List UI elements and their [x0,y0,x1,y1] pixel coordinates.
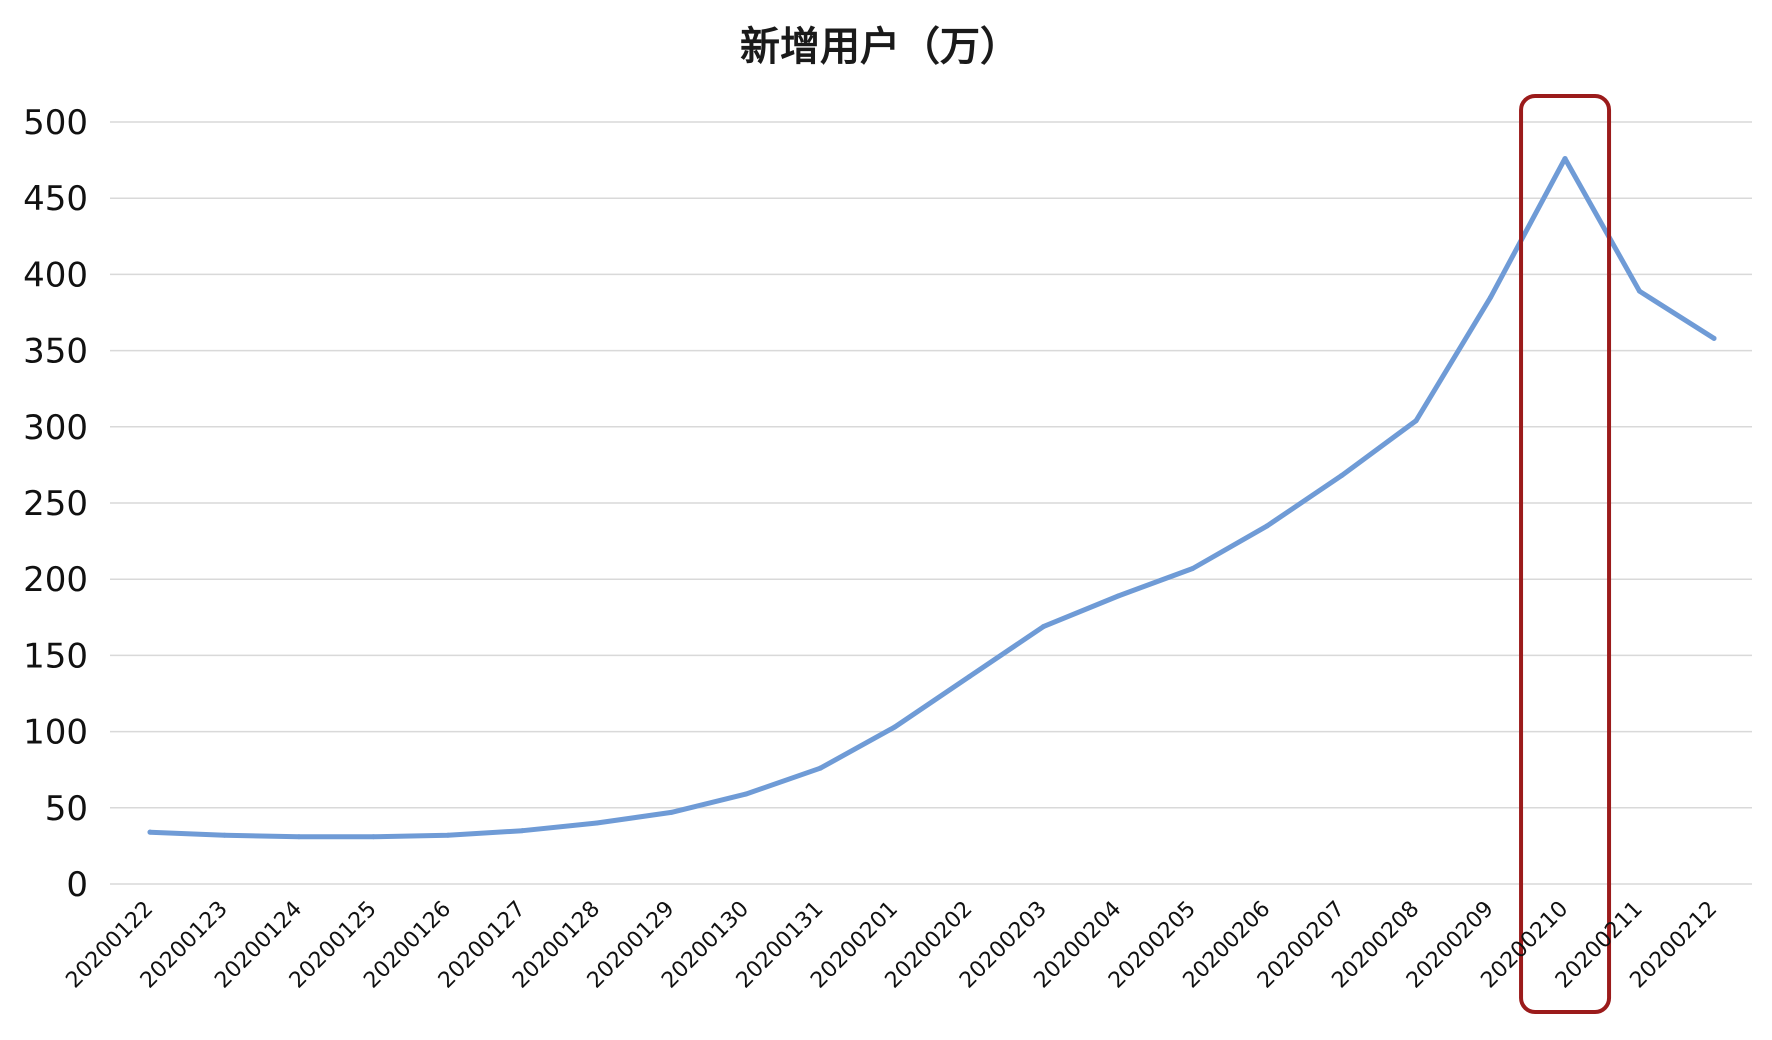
data-point [892,724,898,730]
y-axis-ticks: 0 50 100 150 200 250 300 350 400 450 500 [23,103,88,905]
y-tick-label: 100 [23,713,88,753]
y-tick-label: 350 [23,332,88,372]
y-tick-label: 500 [23,103,88,143]
data-point [1562,156,1568,162]
data-point [1711,335,1717,341]
data-point [668,809,674,815]
data-point [147,829,153,835]
chart-title: 新增用户（万） [740,24,1020,70]
data-point [1637,288,1643,294]
data-point [1264,523,1270,529]
series-line [147,156,1717,840]
data-point [743,791,749,797]
data-point [594,820,600,826]
y-tick-label: 400 [23,255,88,295]
y-tick-label: 150 [23,636,88,676]
data-point [1190,566,1196,572]
data-point [221,832,227,838]
data-point [817,765,823,771]
y-tick-label: 50 [45,789,88,829]
data-point [370,834,376,840]
y-tick-label: 0 [66,865,88,905]
data-point [1041,623,1047,629]
highlight-box [1519,94,1612,1014]
data-point [1339,473,1345,479]
y-tick-label: 200 [23,560,88,600]
gridlines [110,121,1752,885]
data-point [296,834,302,840]
data-point [519,828,525,834]
y-tick-label: 250 [23,484,88,524]
data-point [1115,593,1121,599]
y-tick-label: 450 [23,179,88,219]
data-point [1488,294,1494,300]
data-point [1413,418,1419,424]
series-line-layer [147,156,1717,840]
data-point [445,832,451,838]
data-point [966,674,972,680]
x-axis-ticks: 2020012220200123202001242020012520200126… [61,897,1722,994]
highlight-layer [1519,94,1612,1014]
y-tick-label: 300 [23,408,88,448]
